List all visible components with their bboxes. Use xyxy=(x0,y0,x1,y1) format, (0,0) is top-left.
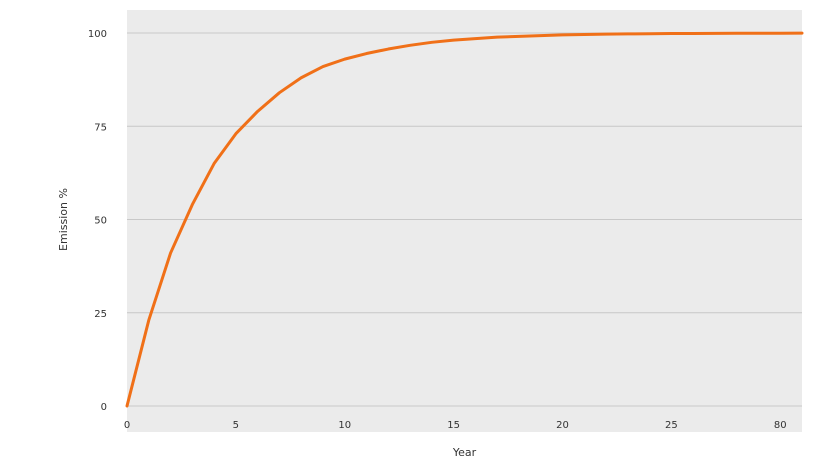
y-tick-label: 25 xyxy=(94,309,107,320)
x-tick-label: 80 xyxy=(774,420,787,431)
x-tick-label: 5 xyxy=(233,420,239,431)
x-tick-label: 10 xyxy=(338,420,351,431)
y-tick-label: 0 xyxy=(101,402,107,413)
x-axis-label: Year xyxy=(452,446,477,459)
y-tick-label: 75 xyxy=(94,122,107,133)
x-axis-ticks: 0 5 10 15 20 25 80 xyxy=(124,420,787,431)
x-tick-label: 25 xyxy=(665,420,678,431)
y-axis-label: Emission % xyxy=(57,188,70,251)
x-tick-label: 0 xyxy=(124,420,130,431)
x-tick-label: 15 xyxy=(447,420,460,431)
grid-lines xyxy=(127,32,802,407)
y-axis-ticks: 0 25 50 75 100 xyxy=(88,29,107,413)
series-line xyxy=(125,31,804,408)
plot-area xyxy=(127,10,802,432)
y-tick-label: 50 xyxy=(94,216,107,227)
y-tick-label: 100 xyxy=(88,29,107,40)
x-tick-label: 20 xyxy=(556,420,569,431)
